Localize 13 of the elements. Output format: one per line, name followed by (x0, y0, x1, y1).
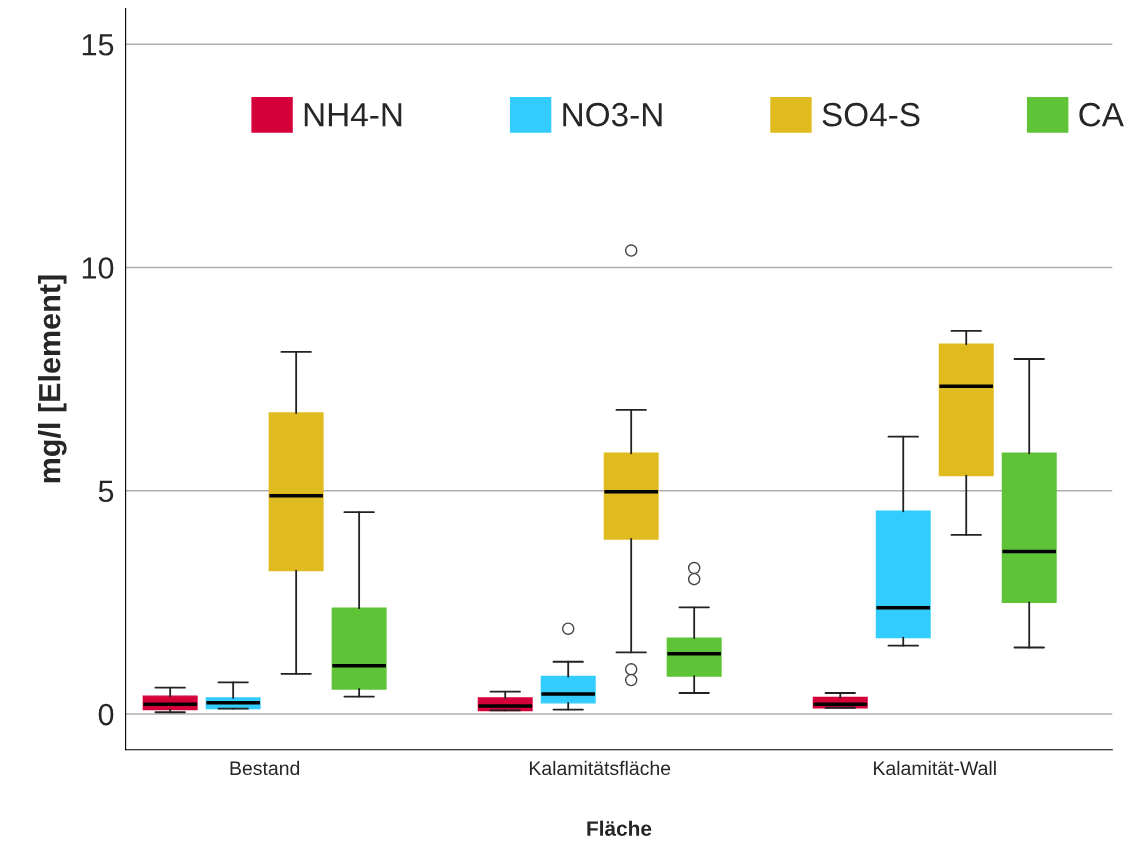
x-tick-label: Kalamität-Wall (874, 760, 996, 776)
x-tick-label: Kalamitätsfläche (529, 760, 671, 776)
y-tick-label: 15 (82, 34, 114, 56)
x-tick-label: Bestand (230, 760, 300, 776)
x-axis-title: Fläche (587, 820, 652, 836)
y-tick-label: 10 (82, 257, 114, 279)
y-tick-label: 0 (98, 703, 114, 726)
legend-label: NO3-N (563, 102, 662, 127)
y-axis-title: mg/l [Element] (38, 275, 67, 483)
legend-label: SO4-S (822, 102, 920, 127)
y-tick-label: 5 (98, 480, 114, 503)
legend-label: NH4-N (304, 103, 402, 127)
legend-label: CA (1079, 102, 1124, 127)
